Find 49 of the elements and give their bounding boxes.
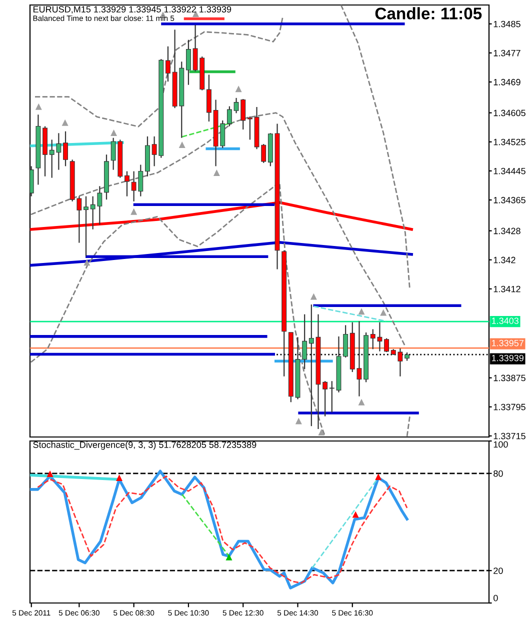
- y-tick-label: 20: [494, 568, 503, 574]
- y-tick-label: 1.33715: [494, 432, 526, 440]
- point: [295, 418, 302, 424]
- y-tick-label: 1.33795: [494, 404, 526, 410]
- candlestick: [206, 74, 212, 122]
- y-tick-label: 80: [494, 470, 503, 477]
- point: [178, 142, 186, 148]
- ref-line-label: 1.3403: [492, 318, 519, 324]
- point: [318, 429, 325, 436]
- ref-line-label: 1.33957: [492, 340, 524, 346]
- y-tick-label: 0: [494, 594, 498, 602]
- line-series: [30, 241, 413, 267]
- y-tick-label: 1.33875: [494, 374, 526, 382]
- y-tick-label: 1.342: [494, 256, 516, 264]
- point: [110, 130, 118, 136]
- y-tick-label: 1.3412: [494, 286, 520, 292]
- point: [84, 259, 90, 266]
- point: [213, 169, 220, 176]
- chart-title: EURUSD,M15 1.33929 1.33945 1.33922 1.33939: [33, 6, 232, 14]
- candlestick: [226, 106, 232, 127]
- point: [380, 309, 387, 316]
- y-tick-label: 100: [494, 441, 508, 448]
- candlestick: [124, 170, 130, 197]
- point: [62, 119, 68, 126]
- candlestick: [63, 130, 68, 167]
- chart-title: Stochastic_Divergence(9, 3, 3) 51.7628205 58.7235389: [33, 441, 256, 450]
- y-tick-label: 1.3428: [494, 228, 520, 234]
- y-tick-label: 1.34525: [494, 138, 526, 146]
- candlestick: [343, 324, 348, 358]
- candlestick: [247, 116, 252, 140]
- y-tick-label: 1.3469: [494, 78, 520, 86]
- candlestick: [30, 166, 34, 197]
- point: [358, 398, 365, 406]
- point: [358, 308, 365, 315]
- point: [35, 103, 42, 110]
- candlestick: [186, 39, 191, 86]
- annotation: Candle: 11:05: [375, 7, 482, 20]
- candlestick: [384, 338, 390, 353]
- y-tick-label: 1.34605: [494, 110, 526, 116]
- candlestick: [84, 196, 88, 257]
- ref-line-label: 1.33939: [492, 354, 524, 362]
- y-tick-label: 1.3477: [494, 50, 520, 56]
- y-tick-label: 1.3485: [494, 20, 520, 28]
- point: [130, 208, 138, 215]
- candlestick: [166, 46, 170, 82]
- point: [310, 293, 317, 300]
- point: [235, 86, 242, 92]
- y-tick-label: 1.34365: [494, 196, 526, 204]
- y-tick-label: 1.34445: [494, 168, 526, 174]
